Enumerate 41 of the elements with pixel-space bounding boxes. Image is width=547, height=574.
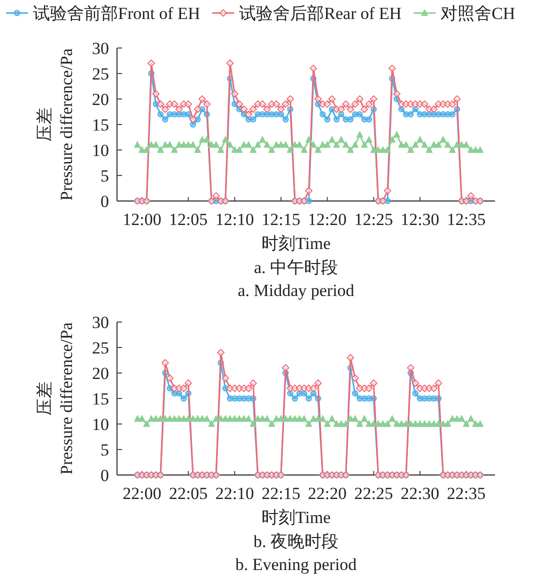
x-tick-label: 22:35 [446, 484, 486, 503]
y-tick-label: 30 [92, 313, 109, 332]
text: a. 中午时段 [254, 258, 338, 277]
x-tick-label: 12:00 [122, 210, 162, 229]
x-tick-label: 12:25 [354, 210, 394, 229]
text: b. 夜晚时段 [254, 532, 338, 551]
y-tick-label: 15 [92, 390, 109, 408]
y-tick-label: 30 [92, 39, 109, 58]
y-tick-label: 10 [92, 415, 109, 434]
y-tick-label: 20 [92, 90, 109, 109]
text: b. Evening period [235, 555, 358, 574]
y-tick-label: 10 [92, 141, 109, 160]
y-tick-label: 5 [100, 440, 109, 460]
y-tick-label: 25 [92, 338, 109, 358]
y-axis-title: 压差 Pressure difference/Pa [35, 48, 76, 201]
x-tick-label: 12:10 [215, 210, 254, 229]
y-tick-label: 25 [92, 64, 109, 84]
x-tick-label: 12:35 [446, 210, 486, 229]
y-tick-label: 15 [92, 116, 109, 134]
x-tick-label: 22:00 [122, 484, 162, 503]
y-tick-label: 20 [92, 364, 109, 383]
y-axis-title: 压差 Pressure difference/Pa [35, 322, 76, 475]
legend-label: 对照舍CH [440, 4, 516, 23]
y-tick-label: 0 [100, 466, 109, 485]
x-tick-label: 22:15 [262, 484, 300, 503]
x-tick-label: 12:30 [400, 210, 440, 229]
x-axis-title: 时刻Time [261, 234, 331, 253]
x-tick-label: 22:25 [354, 484, 394, 503]
text: a. Midday period [238, 281, 355, 300]
x-tick-label: 12:15 [262, 210, 300, 229]
x-tick-label: 22:05 [168, 484, 208, 503]
y-tick-label: 5 [100, 166, 109, 186]
y-tick-label: 0 [100, 192, 109, 211]
legend-label: 试验舍前部Front of EH [33, 4, 200, 23]
x-axis-title: 时刻Time [261, 508, 331, 527]
x-tick-label: 12:05 [168, 210, 208, 229]
x-tick-label: 22:30 [400, 484, 440, 503]
legend-label: 试验舍后部Rear of EH [239, 4, 402, 23]
x-tick-label: 22:20 [308, 484, 347, 503]
x-tick-label: 12:20 [308, 210, 347, 229]
x-tick-label: 22:10 [215, 484, 254, 503]
